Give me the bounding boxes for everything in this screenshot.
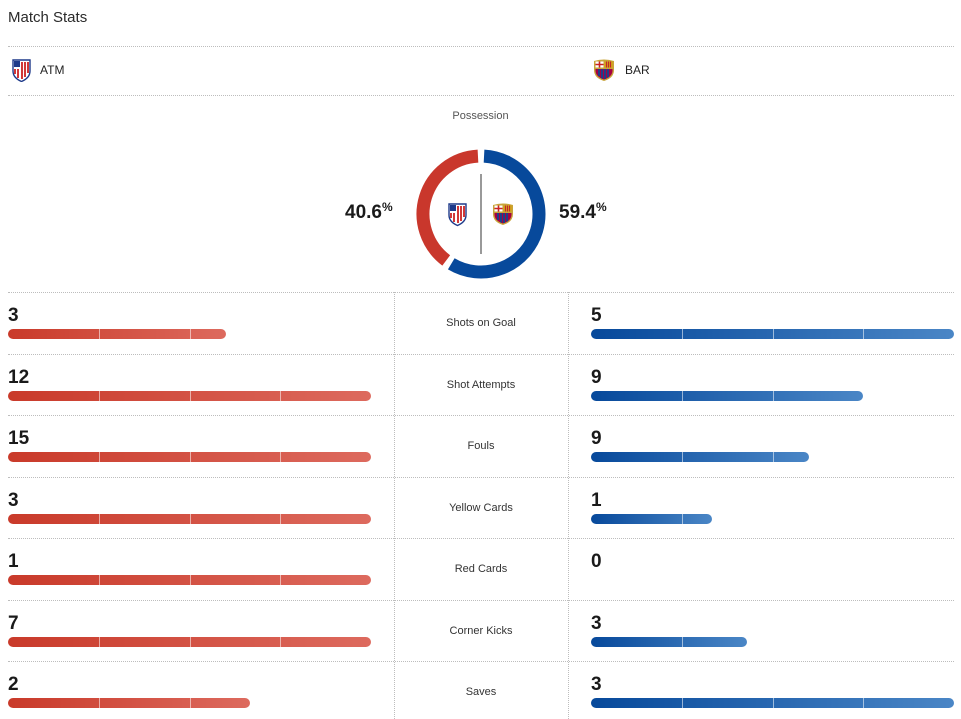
divider <box>8 415 954 416</box>
away-possession-unit: % <box>595 200 607 214</box>
possession-arc-away <box>447 149 546 279</box>
divider <box>8 292 954 293</box>
bar-segment-tick <box>280 637 281 647</box>
bar-segment-tick <box>99 329 100 339</box>
bar-segment-tick <box>190 637 191 647</box>
bar-segment-tick <box>190 575 191 585</box>
stat-label: Saves <box>465 686 497 698</box>
away-stat-bar <box>591 698 954 708</box>
away-team-abbr: BAR <box>625 63 650 77</box>
bar-segment-tick <box>99 391 100 401</box>
home-stat-value: 3 <box>8 490 19 511</box>
away-stat-bar <box>591 329 954 339</box>
bar-segment-tick <box>190 452 191 462</box>
bar-segment-tick <box>99 452 100 462</box>
away-stat-bar <box>591 452 809 462</box>
divider <box>8 538 954 539</box>
home-stat-value: 15 <box>8 428 30 449</box>
stat-label: Corner Kicks <box>449 625 513 637</box>
possession-label: Possession <box>452 110 509 122</box>
home-stat-bar <box>8 452 371 462</box>
away-team-header: BAR <box>592 58 650 82</box>
away-possession-number: 59.4 <box>559 202 596 223</box>
bar-segment-tick <box>280 575 281 585</box>
home-stat-bar <box>8 637 371 647</box>
barcelona-crest-icon <box>594 59 614 81</box>
divider <box>8 354 954 355</box>
bar-segment-tick <box>99 575 100 585</box>
bar-segment-tick <box>773 391 774 401</box>
barcelona-crest-icon <box>493 203 513 225</box>
bar-segment-tick <box>190 698 191 708</box>
away-stat-bar <box>591 514 712 524</box>
column-divider <box>394 292 395 719</box>
bar-segment-tick <box>99 698 100 708</box>
bar-segment-tick <box>190 391 191 401</box>
divider <box>8 477 954 478</box>
home-stat-value: 7 <box>8 613 19 634</box>
away-stat-bar <box>591 637 747 647</box>
match-stats-title: Match Stats <box>8 9 88 26</box>
bar-segment-tick <box>773 698 774 708</box>
divider <box>8 661 954 662</box>
stat-label: Shots on Goal <box>446 317 516 329</box>
atletico-crest-icon <box>12 58 31 82</box>
home-team-abbr: ATM <box>40 63 65 77</box>
away-stat-value: 3 <box>591 613 602 634</box>
away-stat-value: 1 <box>591 490 602 511</box>
home-stat-bar <box>8 329 226 339</box>
home-stat-bar <box>8 514 371 524</box>
bar-segment-tick <box>682 637 683 647</box>
stat-label: Shot Attempts <box>446 379 516 391</box>
home-possession-unit: % <box>381 200 393 214</box>
bar-segment-tick <box>682 391 683 401</box>
bar-segment-tick <box>190 329 191 339</box>
bar-segment-tick <box>773 329 774 339</box>
bar-segment-tick <box>99 514 100 524</box>
away-stat-value: 5 <box>591 305 602 326</box>
bar-segment-tick <box>682 698 683 708</box>
bar-segment-tick <box>190 514 191 524</box>
bar-segment-tick <box>682 329 683 339</box>
home-team-header: ATM <box>12 58 64 82</box>
home-stat-value: 2 <box>8 674 19 695</box>
stat-label: Yellow Cards <box>449 502 513 514</box>
divider <box>8 46 954 47</box>
away-stat-bar <box>591 391 864 401</box>
away-stat-value: 9 <box>591 367 602 388</box>
stat-label: Red Cards <box>454 563 508 575</box>
possession-donut <box>416 149 546 279</box>
away-possession-value: 59.4% <box>559 200 607 224</box>
home-stat-value: 3 <box>8 305 19 326</box>
away-stat-value: 0 <box>591 551 602 572</box>
bar-segment-tick <box>682 452 683 462</box>
home-stat-value: 12 <box>8 367 30 388</box>
home-stat-value: 1 <box>8 551 19 572</box>
home-stat-bar <box>8 698 250 708</box>
divider <box>8 600 954 601</box>
bar-segment-tick <box>682 514 683 524</box>
home-possession-number: 40.6 <box>345 202 382 223</box>
bar-segment-tick <box>99 637 100 647</box>
bar-segment-tick <box>863 329 864 339</box>
bar-segment-tick <box>280 514 281 524</box>
divider <box>8 95 954 96</box>
atletico-crest-icon <box>448 203 467 227</box>
away-stat-value: 3 <box>591 674 602 695</box>
away-stat-value: 9 <box>591 428 602 449</box>
home-possession-value: 40.6% <box>345 200 393 224</box>
bar-segment-tick <box>773 452 774 462</box>
possession-arc-home <box>416 149 479 266</box>
stat-label: Fouls <box>467 440 495 452</box>
column-divider <box>568 292 569 719</box>
home-stat-bar <box>8 575 371 585</box>
bar-segment-tick <box>863 698 864 708</box>
bar-segment-tick <box>280 391 281 401</box>
home-stat-bar <box>8 391 371 401</box>
bar-segment-tick <box>280 452 281 462</box>
